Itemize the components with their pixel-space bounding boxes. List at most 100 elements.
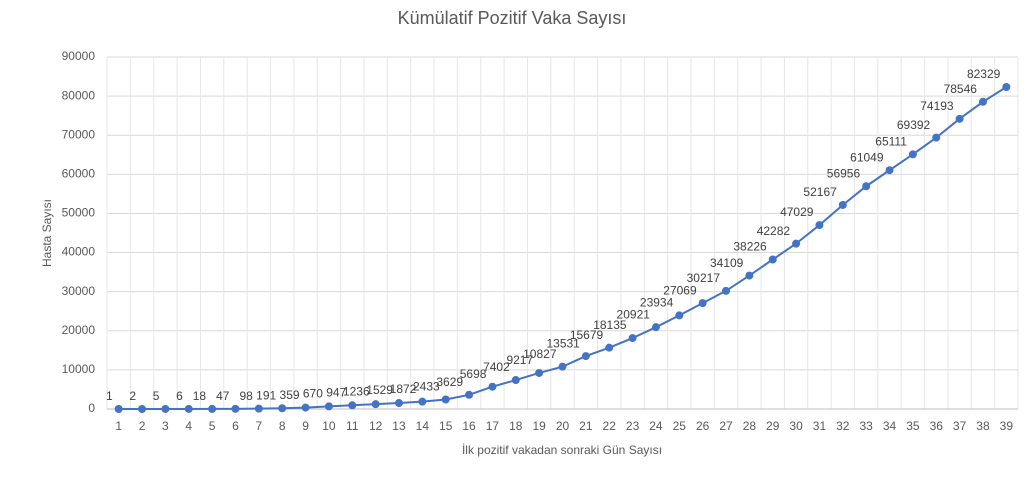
data-point <box>138 404 147 413</box>
data-point <box>885 166 894 175</box>
y-tick-label: 60000 <box>62 167 96 181</box>
y-tick-label: 0 <box>88 401 95 415</box>
data-label: 82329 <box>967 67 1001 81</box>
data-point <box>1002 83 1011 92</box>
x-tick-label: 30 <box>789 419 803 433</box>
data-point <box>465 390 474 399</box>
x-tick-label: 35 <box>906 419 920 433</box>
x-tick-label: 27 <box>719 419 733 433</box>
data-label: 2 <box>129 389 136 403</box>
x-tick-label: 13 <box>392 419 406 433</box>
data-label: 34109 <box>710 256 744 270</box>
data-point <box>418 397 427 406</box>
data-label: 359 <box>280 388 300 402</box>
x-tick-label: 11 <box>346 419 359 433</box>
data-label: 191 <box>256 388 276 402</box>
data-point <box>745 271 754 280</box>
data-point <box>698 299 707 308</box>
data-point <box>792 239 801 248</box>
data-label: 61049 <box>850 150 884 164</box>
x-tick-label: 29 <box>766 419 780 433</box>
data-point <box>768 255 777 264</box>
data-point <box>978 97 987 106</box>
data-point <box>862 182 871 191</box>
x-tick-label: 20 <box>556 419 570 433</box>
data-label: 13531 <box>546 336 580 350</box>
data-label: 3629 <box>436 375 463 389</box>
x-tick-label: 1 <box>115 419 122 433</box>
data-label: 30217 <box>687 271 721 285</box>
y-tick-label: 30000 <box>62 284 96 298</box>
data-label: 18135 <box>593 318 627 332</box>
x-tick-label: 2 <box>139 419 146 433</box>
data-point <box>208 404 217 413</box>
x-tick-label: 32 <box>836 419 850 433</box>
y-tick-label: 20000 <box>62 323 96 337</box>
x-tick-label: 22 <box>603 419 617 433</box>
x-tick-label: 4 <box>185 419 192 433</box>
data-label: 15679 <box>570 328 604 342</box>
data-point <box>535 368 544 377</box>
data-label: 5698 <box>460 367 487 381</box>
data-point <box>161 404 170 413</box>
x-tick-label: 21 <box>579 419 593 433</box>
data-point <box>488 382 497 391</box>
y-tick-label: 70000 <box>62 127 96 141</box>
x-tick-label: 8 <box>279 419 286 433</box>
x-tick-label: 15 <box>439 419 453 433</box>
x-tick-label: 38 <box>976 419 990 433</box>
x-tick-label: 6 <box>232 419 239 433</box>
data-point <box>815 221 824 230</box>
data-point <box>722 286 731 295</box>
data-point <box>675 311 684 320</box>
data-label: 20921 <box>617 307 651 321</box>
data-label: 27069 <box>663 283 697 297</box>
data-point <box>955 114 964 123</box>
x-tick-label: 7 <box>255 419 262 433</box>
x-tick-label: 31 <box>813 419 827 433</box>
data-label: 98 <box>239 389 253 403</box>
x-tick-label: 5 <box>209 419 216 433</box>
data-label: 65111 <box>875 135 907 149</box>
data-label: 1 <box>106 389 113 403</box>
data-point <box>838 200 847 209</box>
x-tick-label: 17 <box>486 419 500 433</box>
data-label: 1236 <box>343 384 370 398</box>
x-tick-label: 16 <box>462 419 476 433</box>
x-tick-label: 37 <box>953 419 967 433</box>
data-point <box>348 401 357 410</box>
data-point <box>511 376 520 385</box>
x-tick-label: 34 <box>883 419 897 433</box>
data-label: 69392 <box>897 118 931 132</box>
y-tick-label: 40000 <box>62 245 96 259</box>
x-tick-label: 10 <box>322 419 336 433</box>
data-point <box>301 403 310 412</box>
data-label: 947 <box>326 385 346 399</box>
data-label: 10827 <box>523 347 557 361</box>
data-point <box>441 395 450 404</box>
y-axis-label: Hasta Sayısı <box>40 199 54 267</box>
x-tick-label: 3 <box>162 419 169 433</box>
data-point <box>932 133 941 142</box>
data-label: 47 <box>216 389 230 403</box>
data-label: 47029 <box>780 205 814 219</box>
data-label: 9217 <box>506 353 533 367</box>
x-tick-label: 36 <box>930 419 944 433</box>
data-label: 1529 <box>366 383 393 397</box>
data-label: 7402 <box>483 360 510 374</box>
x-tick-label: 39 <box>1000 419 1014 433</box>
data-label: 670 <box>303 387 323 401</box>
data-label: 38226 <box>733 240 767 254</box>
data-point <box>371 400 380 409</box>
data-point <box>278 404 287 413</box>
x-tick-label: 23 <box>626 419 640 433</box>
data-point <box>605 343 614 352</box>
data-label: 74193 <box>920 99 954 113</box>
data-point <box>651 323 660 332</box>
y-tick-label: 80000 <box>62 88 96 102</box>
data-point <box>908 150 917 159</box>
y-tick-label: 90000 <box>62 49 96 63</box>
x-tick-label: 24 <box>649 419 663 433</box>
data-point <box>394 399 403 408</box>
